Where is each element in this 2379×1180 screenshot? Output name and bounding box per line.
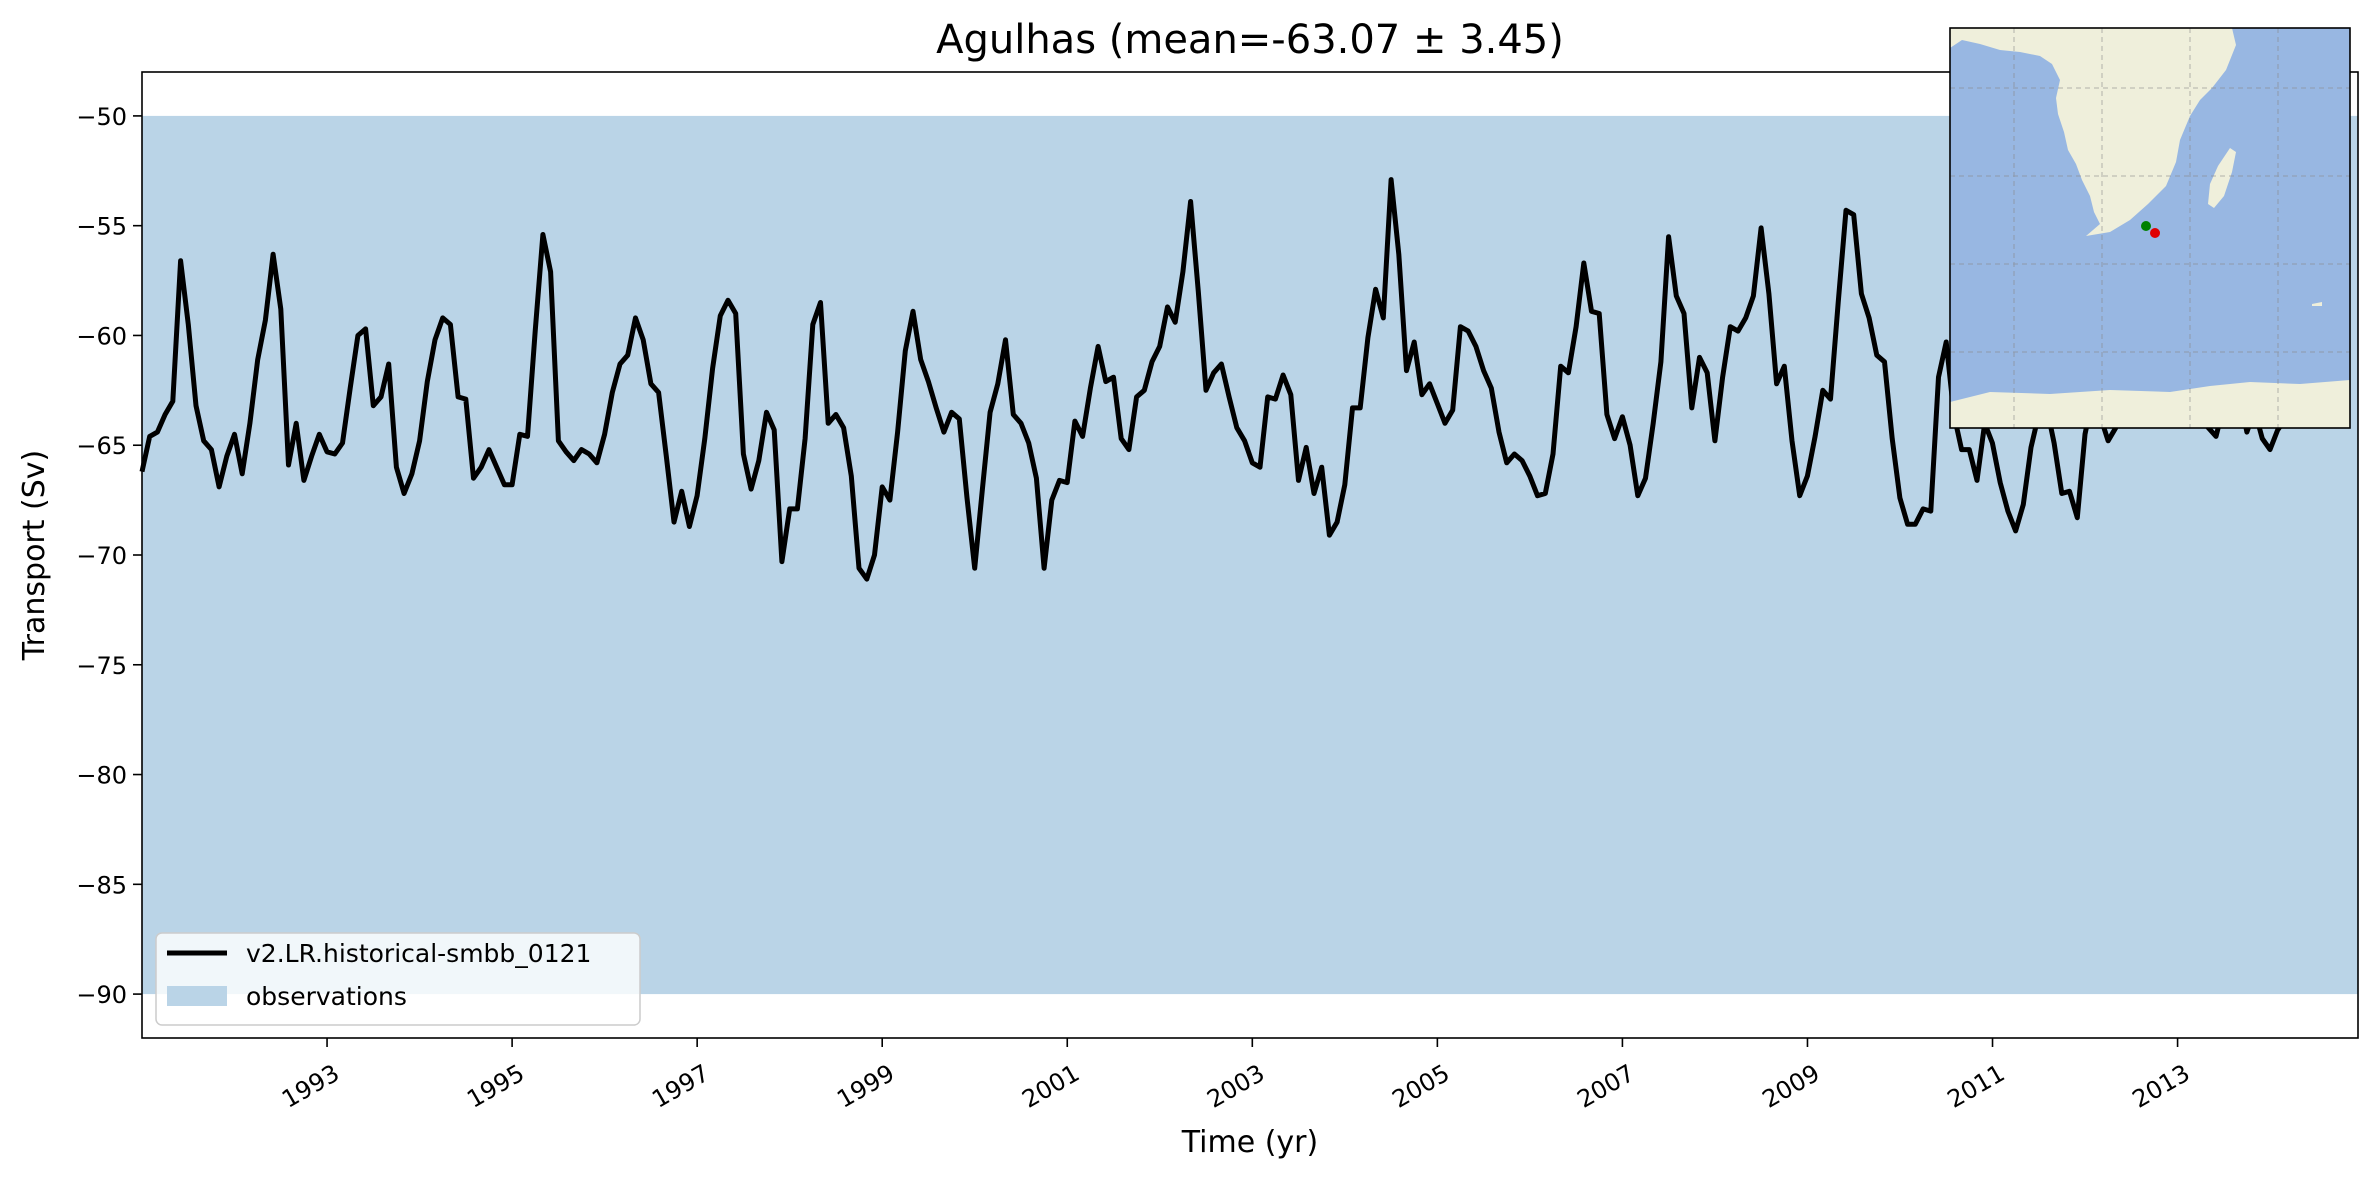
y-axis-label: Transport (Sv) bbox=[17, 450, 52, 662]
x-tick-label: 1995 bbox=[462, 1059, 529, 1114]
y-tick-label: −90 bbox=[76, 981, 127, 1009]
x-tick-label: 2003 bbox=[1202, 1059, 1269, 1114]
y-axis: −50 −55 −60 −65 −70 −75 −80 −85 −90 bbox=[76, 103, 142, 1009]
y-tick-label: −70 bbox=[76, 542, 127, 570]
map-land-island bbox=[2312, 302, 2322, 306]
series-line bbox=[139, 177, 2334, 582]
x-tick-label: 1999 bbox=[832, 1059, 899, 1114]
map-land-africa bbox=[1950, 28, 2236, 236]
map-land-antarctica bbox=[1950, 380, 2350, 428]
legend-observations-label: observations bbox=[246, 982, 407, 1011]
legend-observations-swatch bbox=[167, 986, 227, 1006]
y-tick-label: −85 bbox=[76, 871, 127, 899]
section-end-marker bbox=[2150, 228, 2160, 238]
legend: v2.LR.historical-smbb_0121 observations bbox=[155, 932, 641, 1026]
chart-title: Agulhas (mean=-63.07 ± 3.45) bbox=[936, 17, 1564, 63]
x-tick-label: 2001 bbox=[1017, 1059, 1084, 1114]
map-land-madagascar bbox=[2208, 148, 2236, 208]
x-axis-label: Time (yr) bbox=[1181, 1125, 1318, 1160]
inset-map-frame bbox=[1949, 27, 2351, 429]
x-axis: 1993 1995 1997 1999 2001 2003 2005 2007 2009 2011… bbox=[277, 1038, 2195, 1114]
x-tick-label: 2013 bbox=[2128, 1059, 2195, 1114]
legend-series-label: v2.LR.historical-smbb_0121 bbox=[246, 939, 591, 968]
y-tick-label: −60 bbox=[76, 322, 127, 350]
map-gridlines bbox=[1950, 28, 2350, 428]
legend-box bbox=[155, 932, 641, 1026]
y-tick-label: −75 bbox=[76, 652, 127, 680]
y-tick-label: −80 bbox=[76, 762, 127, 790]
x-tick-label: 2007 bbox=[1573, 1059, 1640, 1114]
x-tick-label: 2011 bbox=[1943, 1059, 2010, 1114]
x-tick-label: 2009 bbox=[1758, 1059, 1825, 1114]
x-tick-label: 2005 bbox=[1387, 1059, 1454, 1114]
x-tick-label: 1997 bbox=[647, 1059, 714, 1114]
section-start-marker bbox=[2141, 221, 2151, 231]
y-tick-label: −55 bbox=[76, 213, 127, 241]
y-tick-label: −65 bbox=[76, 432, 127, 460]
y-tick-label: −50 bbox=[76, 103, 127, 131]
inset-map bbox=[1949, 27, 2351, 429]
x-tick-label: 1993 bbox=[277, 1059, 344, 1114]
